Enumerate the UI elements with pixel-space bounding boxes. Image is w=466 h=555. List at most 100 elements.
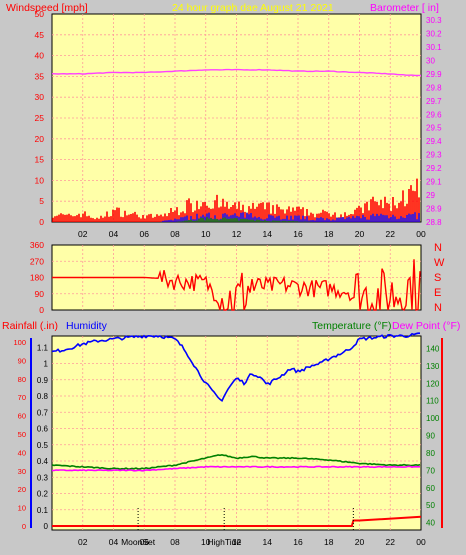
compass-letter: E [434,287,441,299]
temperature-tick: 50 [426,501,435,510]
compass-letter: N [434,302,442,314]
rainfall-tick: 90 [18,356,26,365]
rainfall-tick: 20 [18,485,26,494]
barometer-tick: 29.3 [426,151,442,160]
temperature-tick: 130 [426,362,440,371]
compass-letter: W [434,257,445,269]
windspeed-tick: 30 [35,92,45,102]
event-label: HighTide [207,537,241,547]
humidity-tick: 0.6 [37,425,49,434]
temperature-tick: 140 [426,344,440,353]
humidity-tick: 0.7 [37,408,49,417]
wind-plot-x-tick: 04 [109,229,119,239]
rainfall-tick: 10 [18,504,26,513]
humidity-tick: 1 [44,360,49,369]
windspeed-tick: 35 [35,71,45,81]
windspeed-tick: 5 [39,196,44,206]
barometer-tick: 30.1 [426,43,442,52]
windspeed-tick: 20 [35,134,45,144]
humidity-tick: 0.3 [37,473,49,482]
barometer-tick: 29.9 [426,70,442,79]
windspeed-tick: 15 [35,155,45,165]
windspeed-tick: 40 [35,51,45,61]
temperature-tick: 70 [426,466,435,475]
wind-plot-x-tick: 18 [324,229,334,239]
rainfall-tick: 100 [13,338,26,347]
temperature-series [51,453,421,470]
thermo-plot-x-tick: 18 [324,537,334,547]
windspeed-tick: 10 [35,175,45,185]
rainfall-axis-label: Rainfall (.in) [2,320,58,332]
temperature-tick: 90 [426,432,435,441]
direction-tick: 90 [35,289,45,299]
barometer-tick: 29.5 [426,124,442,133]
barometer-tick: 29.4 [426,137,442,146]
wind-plot-x-tick: 12 [232,229,242,239]
humidity-tick: 0.8 [37,392,49,401]
wind-plot-x-tick: 20 [355,229,365,239]
thermo-plot-x-tick: 22 [386,537,396,547]
barometer-tick: 29 [426,191,435,200]
direction-tick: 180 [30,273,44,283]
humidity-axis-label: Humidity [66,320,108,332]
barometer-axis-label: Barometer [ in] [370,2,439,14]
rainfall-tick: 40 [18,448,26,457]
windspeed-axis-label: Windspeed [mph] [6,2,88,14]
barometer-tick: 30.2 [426,29,442,38]
barometer-tick: 28.9 [426,205,442,214]
wind-plot-x-tick: 22 [386,229,396,239]
rainfall-tick: 30 [18,467,26,476]
humidity-series [51,332,420,403]
wind-plot-x-tick: 06 [140,229,150,239]
temperature-tick: 80 [426,449,435,458]
event-label: MoonSet [121,537,156,547]
wind-plot-x-tick: 16 [293,229,303,239]
thermo-plot-x-tick: 20 [355,537,365,547]
windspeed-tick: 0 [39,217,44,227]
barometer-tick: 29.1 [426,178,442,187]
windspeed-tick: 45 [35,30,45,40]
thermo-plot-x-tick: 14 [263,537,273,547]
rainfall-tick: 60 [18,412,26,421]
humidity-tick: 0.9 [37,376,49,385]
wind-plot-x-tick: 00 [416,229,426,239]
dew-point-axis-label: Dew Point (°F) [392,320,460,332]
barometer-tick: 30 [426,56,435,65]
barometer-tick: 29.2 [426,164,442,173]
thermo-plot-x-tick: 06 [140,537,150,547]
windspeed-tick: 50 [35,9,45,19]
dew-point-series [51,465,421,472]
barometer-tick: 30.3 [426,16,442,25]
humidity-tick: 0.2 [37,490,49,499]
wind-barometer-panel: 0 5 10 15 20 25 30 35 40 45 50 28.8 28.9 29 29.1 29.2 29… [35,9,443,239]
rainfall-tick: 0 [22,522,26,531]
barometer-tick: 29.6 [426,110,442,119]
direction-tick: 0 [39,305,44,315]
rainfall-tick: 70 [18,393,26,402]
thermo-plot-x-tick: 10 [201,537,211,547]
compass-letter: N [434,242,442,254]
thermo-plot-x-tick: 16 [293,537,303,547]
wind-plot-x-tick: 10 [201,229,211,239]
humidity-tick: 1.1 [37,343,49,352]
wind-average-series [176,217,312,222]
barometer-tick: 29.7 [426,97,442,106]
compass-letter: S [434,272,441,284]
direction-tick: 270 [30,256,44,266]
wind-plot-x-tick: 14 [263,229,273,239]
barometer-tick: 28.8 [426,218,442,227]
humidity-tick: 0 [44,522,49,531]
temperature-tick: 100 [426,414,440,423]
temperature-tick: 120 [426,379,440,388]
humidity-tick: 0.4 [37,457,49,466]
barometer-tick: 29.8 [426,83,442,92]
thermo-plot-x-tick: 12 [232,537,242,547]
thermo-plot-x-tick: 00 [416,537,426,547]
temperature-humidity-panel: 010203040506070809010000.10.20.30.40.50.… [13,332,443,547]
wind-direction-series [52,259,421,312]
wind-plot-x-tick: 02 [78,229,88,239]
temperature-axis-label: Temperature (°F) [312,320,391,332]
windspeed-tick: 25 [35,113,45,123]
humidity-tick: 0.5 [37,441,49,450]
